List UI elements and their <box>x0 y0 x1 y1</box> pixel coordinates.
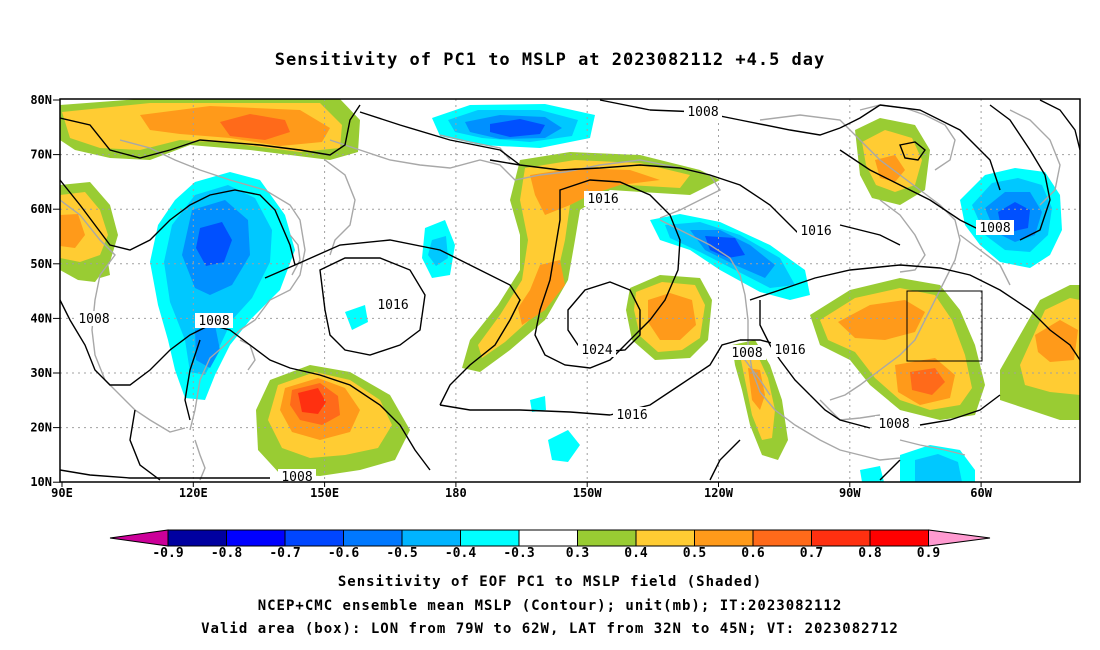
negative-patch-small-3 <box>345 305 368 330</box>
colorbar-label: -0.6 <box>328 546 359 561</box>
contour-label-bg <box>374 297 412 312</box>
positive-patch-mexico <box>732 340 788 460</box>
lat-tick-label: 60N <box>30 202 52 216</box>
lon-tick-label: 180 <box>445 486 467 500</box>
lon-tick-label: 150W <box>573 486 603 500</box>
lat-tick-label: 20N <box>30 421 52 435</box>
colorbar-label: -0.9 <box>152 546 183 561</box>
colorbar-label: -0.3 <box>503 546 534 561</box>
lon-tick-label: 90E <box>51 486 73 500</box>
longitude-labels: 90E 120E 150E 180 150W 120W 90W 60W <box>51 482 993 500</box>
colorbar-tip-low <box>109 529 169 547</box>
negative-patch-caribbean <box>900 445 975 482</box>
negative-patch-arctic <box>432 104 595 148</box>
positive-patch-kuroshio <box>256 365 410 476</box>
contour-label-bg <box>278 469 316 482</box>
lon-tick-label: 90W <box>839 486 861 500</box>
lat-tick-label: 10N <box>30 475 52 489</box>
contour-label: 1008 <box>78 312 109 327</box>
colorbar-tip-high <box>928 529 991 547</box>
positive-patch-mid-pacific <box>626 275 712 360</box>
colorbar-box <box>869 529 929 547</box>
contour-label-bg <box>75 311 113 326</box>
lat-tick-label: 30N <box>30 366 52 380</box>
negative-patch-tiny-1 <box>530 396 546 412</box>
colorbar-box <box>752 529 812 547</box>
colorbar-label: 0.8 <box>858 546 882 561</box>
contour-label: 1008 <box>979 221 1010 236</box>
positive-patch-eastern-us <box>810 278 985 420</box>
chart-title: Sensitivity of PC1 to MSLP at 2023082112… <box>274 50 826 70</box>
caption-contour: NCEP+CMC ensemble mean MSLP (Contour); u… <box>257 598 843 614</box>
colorbar-box <box>284 529 344 547</box>
colorbar-box <box>226 529 286 547</box>
contour-label: 1016 <box>377 298 408 313</box>
negative-patch-small-2 <box>428 236 448 266</box>
lat-tick-label: 40N <box>30 311 52 325</box>
caption-shaded: Sensitivity of EOF PC1 to MSLP field (Sh… <box>337 574 763 590</box>
negative-patch-tiny-2 <box>548 430 580 462</box>
positive-patch-arctic <box>60 99 360 160</box>
colorbar-label: 0.6 <box>741 546 765 561</box>
coastlines <box>60 104 1061 481</box>
contour-label-bg <box>797 223 835 238</box>
contour-label-bg <box>976 220 1014 235</box>
colorbar: -0.9 -0.8 -0.7 -0.6 -0.5 -0.4 -0.3 0.3 0.4 0.5 0.6… <box>109 529 991 561</box>
colorbar-box <box>167 529 227 547</box>
colorbar-box <box>635 529 695 547</box>
negative-patch-east-asia <box>150 172 295 400</box>
lat-tick-label: 80N <box>30 93 52 107</box>
lon-tick-label: 60W <box>970 486 992 500</box>
lon-tick-label: 120W <box>704 486 734 500</box>
contour-label: 1008 <box>198 314 229 329</box>
lon-tick-label: 120E <box>179 486 208 500</box>
latitude-labels: 80N 70N 60N 50N 40N 30N 20N 10N <box>30 93 60 489</box>
contour-labels: 1008 1016 1016 1016 1008 1008 1024 1008 1016 1016… <box>75 104 1014 485</box>
mslp-contours <box>60 99 1080 481</box>
contour-label-bg <box>195 313 233 328</box>
colorbar-box <box>460 529 520 547</box>
contour-label: 1016 <box>616 408 647 423</box>
colorbar-box <box>518 529 578 547</box>
sensitivity-shading <box>60 99 1080 482</box>
contour-label-bg <box>684 104 722 119</box>
colorbar-label: 0.5 <box>683 546 706 561</box>
plot-frame <box>59 98 1081 483</box>
lon-tick-label: 150E <box>310 486 339 500</box>
contour-label-bg <box>613 407 651 422</box>
contour-label: 1024 <box>581 343 612 358</box>
colorbar-label: 0.7 <box>800 546 823 561</box>
contour-label: 1008 <box>731 346 762 361</box>
contour-label-bg <box>771 342 809 357</box>
colorbar-label: -0.7 <box>269 546 300 561</box>
colorbar-label: -0.5 <box>386 546 417 561</box>
colorbar-label: 0.9 <box>917 546 940 561</box>
colorbar-box <box>811 529 871 547</box>
colorbar-label: -0.8 <box>211 546 242 561</box>
contour-label-bg <box>728 345 766 360</box>
colorbar-label: 0.3 <box>566 546 589 561</box>
colorbar-box <box>401 529 461 547</box>
contour-label: 1016 <box>800 224 831 239</box>
colorbar-label: -0.4 <box>445 546 476 561</box>
positive-patch-atlantic <box>1000 285 1080 420</box>
lat-tick-label: 70N <box>30 148 52 162</box>
contour-label: 1016 <box>774 343 805 358</box>
contour-label: 1008 <box>687 105 718 120</box>
caption-valid-area: Valid area (box): LON from 79W to 62W, L… <box>201 621 899 637</box>
contour-label-bg <box>578 342 616 357</box>
contour-label-bg <box>584 191 622 206</box>
contour-label: 1008 <box>878 417 909 432</box>
negative-patch-tiny-3 <box>860 466 884 482</box>
contour-label: 1016 <box>587 192 618 207</box>
colorbar-box <box>694 529 754 547</box>
contour-label-bg <box>875 416 913 431</box>
colorbar-box <box>343 529 403 547</box>
contour-label: 1008 <box>281 470 312 485</box>
colorbar-box <box>577 529 637 547</box>
colorbar-label: 0.4 <box>624 546 648 561</box>
valid-area-box <box>906 290 983 362</box>
lat-tick-label: 50N <box>30 257 52 271</box>
